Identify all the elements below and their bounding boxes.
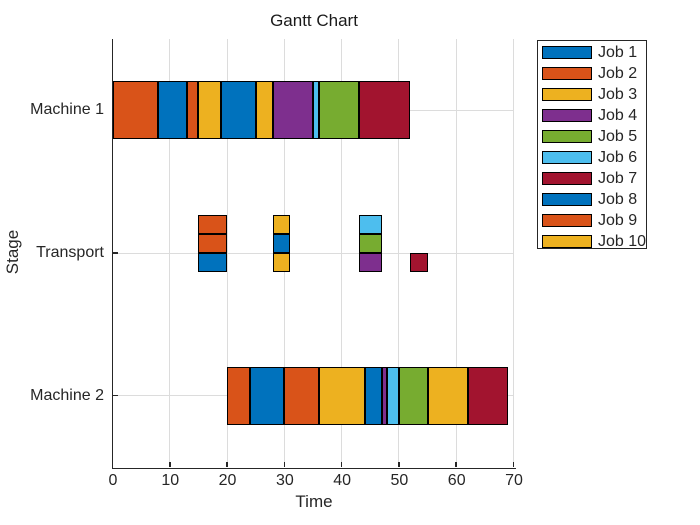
gantt-bar-segment: [221, 81, 256, 140]
legend-item-label: Job 7: [598, 169, 638, 187]
transport-bar-segment: [410, 253, 428, 272]
legend-item-label: Job 9: [598, 211, 638, 229]
transport-bar-segment: [272, 215, 291, 234]
gantt-bar-segment: [364, 366, 382, 425]
gantt-bar-segment: [272, 81, 313, 140]
transport-bar-segment: [358, 234, 382, 253]
transport-bar-segment: [272, 253, 291, 272]
gantt-bar-segment: [198, 81, 222, 140]
transport-bar-segment: [358, 215, 382, 234]
x-gridline: [513, 39, 514, 467]
legend-swatch: [542, 213, 592, 228]
legend-swatch: [542, 66, 592, 81]
transport-bar-segment: [358, 253, 382, 272]
x-tick-label: 70: [505, 472, 523, 489]
y-category-label: Transport: [36, 244, 104, 261]
y-category-label: Machine 1: [30, 101, 104, 119]
legend-item-label: Job 1: [598, 43, 638, 61]
x-tick-label: 30: [275, 472, 294, 489]
legend-item-label: Job 4: [598, 106, 638, 124]
x-tick-mark: [512, 462, 515, 467]
y-gridline: [112, 252, 514, 254]
gantt-bar-segment: [381, 366, 388, 425]
legend-item-label: Job 8: [598, 190, 638, 208]
legend-swatch: [542, 234, 592, 249]
legend-swatch: [542, 45, 592, 60]
y-tick-mark: [112, 252, 118, 254]
y-axis-label: Stage: [3, 229, 22, 275]
legend-swatch: [542, 129, 592, 144]
gantt-bar-segment: [318, 366, 365, 425]
legend-box: Job 1 Job 2 Job 3 Job 4 Job 5 Job 6 Job 7 Job 8…: [537, 40, 647, 250]
plot-area: [111, 39, 515, 467]
y-category-label: Machine 2: [30, 386, 104, 404]
gantt-bar-segment: [186, 81, 199, 140]
transport-bar-segment: [272, 234, 291, 253]
transport-bar-segment: [198, 253, 228, 272]
legend-item-label: Job 10: [598, 232, 647, 250]
gantt-bar-segment: [427, 366, 468, 425]
transport-bar-segment: [198, 234, 228, 253]
legend-item-label: Job 5: [598, 127, 638, 145]
x-tick-label: 0: [108, 472, 118, 489]
gantt-bar-segment: [358, 81, 411, 140]
x-tick-label: 20: [218, 472, 237, 489]
plot-frame: [111, 39, 516, 469]
x-tick-label: 40: [333, 472, 352, 489]
legend-swatch: [542, 150, 592, 165]
gantt-bar-segment: [318, 81, 359, 140]
x-tick-label: 10: [161, 472, 180, 489]
x-tick-mark: [455, 462, 457, 467]
legend-item-label: Job 2: [598, 64, 638, 82]
gantt-bar-segment: [284, 366, 319, 425]
gantt-bar-segment: [387, 366, 399, 425]
gantt-bar-segment: [158, 81, 187, 140]
transport-bar-segment: [198, 215, 228, 234]
x-tick-mark: [111, 462, 114, 467]
gantt-bar-segment: [313, 81, 319, 140]
x-tick-label: 50: [390, 472, 409, 489]
x-tick-mark: [169, 462, 171, 467]
legend-item-label: Job 3: [598, 85, 638, 103]
y-tick-mark: [112, 394, 118, 397]
legend-item-label: Job 6: [598, 148, 638, 166]
gantt-bar-segment: [112, 81, 159, 140]
legend-swatch: [542, 87, 592, 102]
gantt-bar-segment: [467, 366, 508, 425]
gantt-bar-segment: [255, 81, 273, 140]
gantt-bar-segment: [398, 366, 428, 425]
x-tick-mark: [226, 462, 228, 467]
x-tick-mark: [283, 462, 286, 467]
legend-swatch: [542, 108, 592, 123]
x-tick-label: 60: [447, 472, 466, 489]
chart-title: Gantt Chart: [270, 11, 358, 30]
x-axis-label: Time: [295, 492, 333, 511]
legend-swatch: [542, 192, 592, 207]
x-tick-mark: [398, 462, 400, 467]
legend-swatch: [542, 171, 592, 186]
gantt-bar-segment: [227, 366, 250, 425]
gantt-bar-segment: [249, 366, 285, 425]
x-tick-mark: [340, 462, 343, 467]
